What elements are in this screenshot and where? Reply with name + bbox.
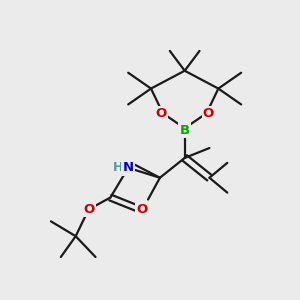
Text: O: O [155,107,167,120]
Text: B: B [180,124,190,137]
Text: O: O [136,203,148,216]
Text: O: O [83,203,94,216]
Text: H: H [113,161,124,174]
Text: N: N [123,161,134,174]
Text: O: O [203,107,214,120]
